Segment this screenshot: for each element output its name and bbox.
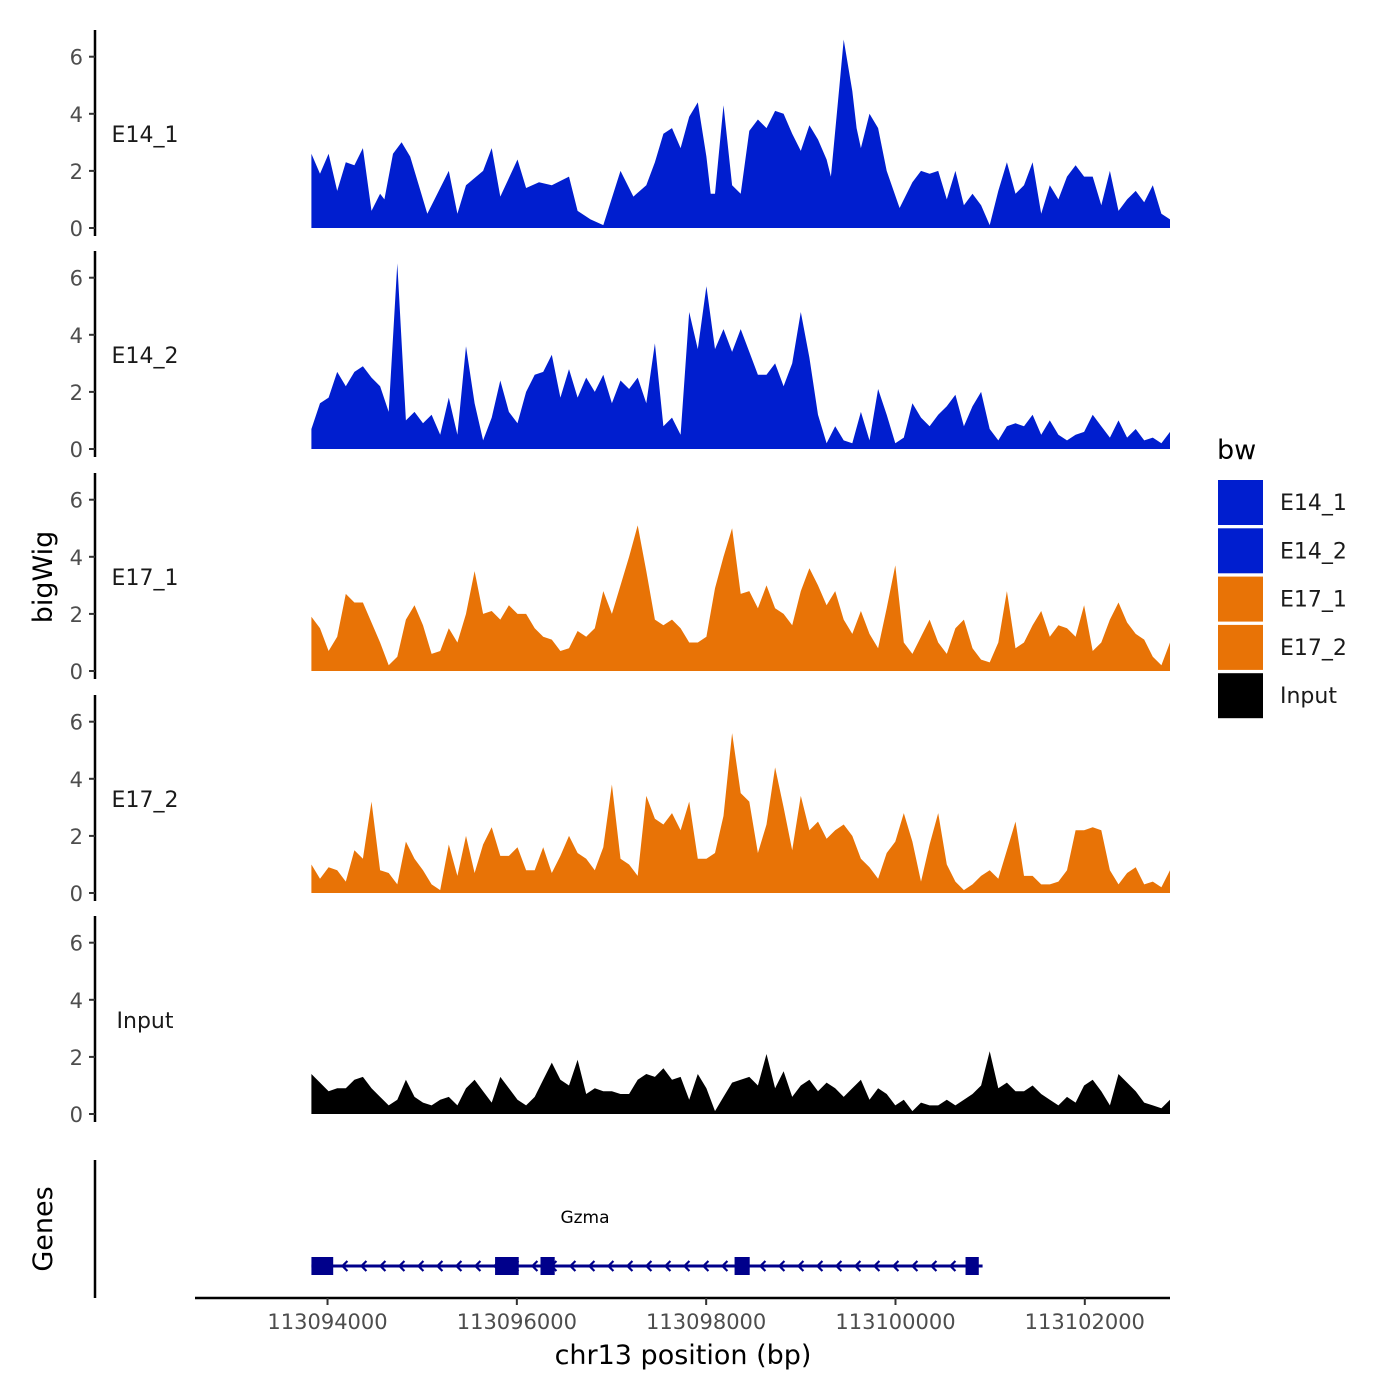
y-tick-label: 2: [70, 603, 83, 627]
x-tick-label: 113094000: [267, 1310, 387, 1334]
signal-area: [311, 263, 1170, 449]
legend-label: E17_2: [1280, 636, 1347, 661]
y-axis-title: bigWig: [28, 531, 59, 624]
legend-swatch: [1218, 576, 1263, 622]
y-tick-label: 6: [70, 267, 83, 291]
track-label: E17_1: [112, 566, 179, 591]
y-tick-label: 4: [70, 324, 83, 348]
strand-arrow: [891, 1260, 900, 1272]
x-tick-label: 113102000: [1025, 1310, 1145, 1334]
track-E17_2: 0 2 4 6 E17_2: [70, 695, 1170, 906]
y-tick-label: 4: [70, 546, 83, 570]
genes-track-label: Genes: [28, 1186, 59, 1271]
y-tick-label: 0: [70, 438, 83, 462]
legend-title: bw: [1217, 435, 1256, 466]
signal-tracks: 0 2 4 6 E14_1 0 2 4 6 E14_2 0 2 4 6 E17_1 0 2 4 6 E17_2 0 2 4 6…: [70, 30, 1170, 1127]
y-tick-label: 6: [70, 711, 83, 735]
track-label: Input: [117, 1009, 174, 1034]
x-axis-title: chr13 position (bp): [555, 1340, 812, 1371]
strand-arrow: [663, 1260, 672, 1272]
y-tick-label: 4: [70, 103, 83, 127]
y-tick-label: 2: [70, 160, 83, 184]
strand-arrow: [720, 1260, 729, 1272]
strand-arrow: [625, 1260, 634, 1272]
track-E17_1: 0 2 4 6 E17_1: [70, 473, 1170, 684]
strand-arrow: [435, 1260, 444, 1272]
legend-label: Input: [1280, 684, 1337, 709]
y-tick-label: 2: [70, 381, 83, 405]
y-tick-label: 0: [70, 882, 83, 906]
track-E14_2: 0 2 4 6 E14_2: [70, 251, 1170, 462]
legend-swatch: [1218, 480, 1263, 525]
strand-arrow: [359, 1260, 368, 1272]
track-label: E17_2: [112, 788, 179, 813]
strand-arrow: [378, 1260, 387, 1272]
strand-arrow: [796, 1260, 805, 1272]
y-tick-label: 6: [70, 489, 83, 513]
gene-Gzma: Gzma: [311, 1208, 983, 1275]
legend-label: E17_1: [1280, 588, 1347, 613]
legend-label: E14_2: [1280, 539, 1347, 564]
y-tick-label: 4: [70, 989, 83, 1013]
strand-arrow: [758, 1260, 767, 1272]
gene-name-label: Gzma: [560, 1208, 609, 1228]
signal-area: [311, 733, 1170, 893]
strand-arrow: [568, 1260, 577, 1272]
y-tick-label: 6: [70, 932, 83, 956]
signal-area: [311, 1051, 1170, 1114]
strand-arrow: [530, 1260, 539, 1272]
strand-arrow: [872, 1260, 881, 1272]
strand-arrow: [606, 1260, 615, 1272]
legend-swatch: [1218, 624, 1263, 670]
genes-track: Genes Gzma: [28, 1160, 983, 1298]
strand-arrow: [701, 1260, 710, 1272]
strand-arrow: [815, 1260, 824, 1272]
strand-arrow: [682, 1260, 691, 1272]
x-tick-label: 113096000: [457, 1310, 577, 1334]
y-tick-label: 6: [70, 46, 83, 70]
signal-area: [311, 39, 1170, 228]
strand-arrow: [777, 1260, 786, 1272]
strand-arrow: [834, 1260, 843, 1272]
y-tick-label: 4: [70, 768, 83, 792]
track-label: E14_2: [112, 344, 179, 369]
strand-arrow: [929, 1260, 938, 1272]
strand-arrow: [473, 1260, 482, 1272]
exon: [540, 1257, 555, 1275]
x-axis: 113094000 113096000 113098000 113100000 1131…: [195, 1296, 1170, 1334]
strand-arrow: [454, 1260, 463, 1272]
y-tick-label: 0: [70, 1103, 83, 1127]
exon: [965, 1257, 979, 1275]
strand-arrow: [340, 1260, 349, 1272]
strand-arrow: [910, 1260, 919, 1272]
exon: [734, 1257, 750, 1275]
legend-swatch: [1218, 673, 1263, 719]
strand-arrow: [948, 1260, 957, 1272]
y-tick-label: 0: [70, 660, 83, 684]
y-tick-label: 0: [70, 217, 83, 241]
strand-arrow: [397, 1260, 406, 1272]
legend-label: E14_1: [1280, 491, 1347, 516]
strand-arrow: [853, 1260, 862, 1272]
track-label: E14_1: [112, 123, 179, 148]
strand-arrow: [416, 1260, 425, 1272]
strand-arrow: [587, 1260, 596, 1272]
legend: bw E14_1 E14_2 E17_1 E17_2 Input: [1217, 435, 1347, 719]
exon: [311, 1257, 334, 1275]
x-tick-label: 113100000: [835, 1310, 955, 1334]
x-tick-label: 113098000: [646, 1310, 766, 1334]
y-tick-label: 2: [70, 825, 83, 849]
exon: [495, 1257, 519, 1275]
signal-area: [311, 525, 1170, 671]
legend-swatch: [1218, 528, 1263, 574]
track-E14_1: 0 2 4 6 E14_1: [70, 30, 1170, 241]
track-Input: 0 2 4 6 Input: [70, 916, 1170, 1127]
strand-arrow: [644, 1260, 653, 1272]
y-tick-label: 2: [70, 1046, 83, 1070]
